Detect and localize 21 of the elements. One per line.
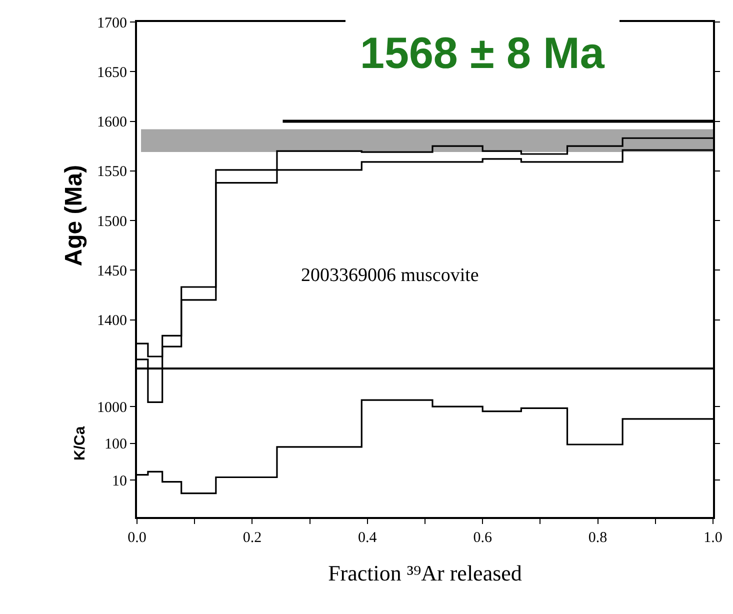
y-tick-label: 1650 — [97, 64, 127, 81]
y-tick-label: 1700 — [97, 15, 127, 32]
y-tick-label: 1000 — [97, 400, 127, 416]
x-tick-label: 1.0 — [704, 530, 722, 546]
y-tick-label: 1450 — [97, 263, 127, 280]
y-tick-label: 1600 — [97, 114, 127, 130]
annotation: 2003369006 muscovite — [301, 265, 479, 286]
x-tick-label: 0.8 — [588, 530, 608, 546]
x-tick-label: 0.0 — [128, 530, 146, 546]
chart-title: 1568 ± 8 Ma — [360, 29, 605, 78]
y-axis-title: K/Ca — [72, 426, 89, 460]
x-tick-label: 0.2 — [242, 530, 262, 546]
y-tick-label: 1500 — [97, 214, 127, 230]
y-tick-label: 1550 — [97, 164, 127, 180]
x-tick-label: 0.6 — [473, 530, 492, 546]
y-axis-title: Age (Ma) — [60, 164, 88, 266]
x-axis-title: Fraction ³⁹Ar released — [328, 560, 522, 586]
y-tick-label: 100 — [104, 436, 127, 453]
x-tick-label: 0.4 — [358, 530, 378, 546]
y-tick-label: 10 — [112, 473, 127, 490]
y-tick-label: 1400 — [97, 313, 127, 330]
